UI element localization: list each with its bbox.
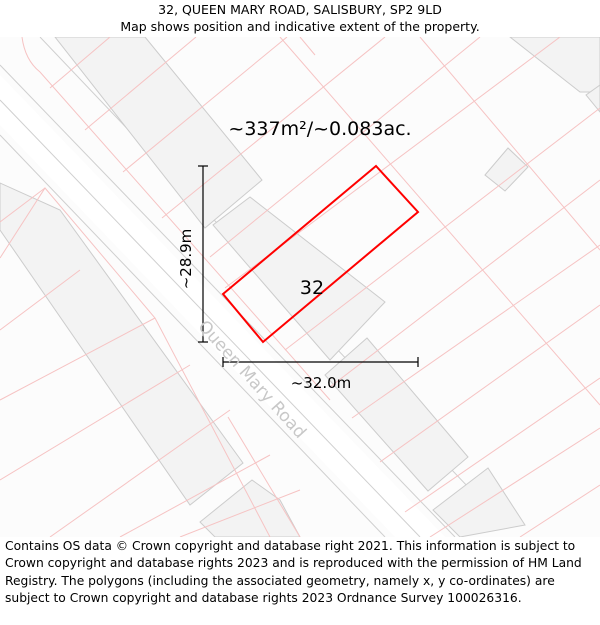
width-measure-bar xyxy=(222,357,419,367)
property-number-label: 32 xyxy=(300,277,324,299)
map-header: 32, QUEEN MARY ROAD, SALISBURY, SP2 9LD … xyxy=(0,0,600,37)
property-boundary[interactable] xyxy=(221,164,420,344)
area-label: ~337m²/~0.083ac. xyxy=(228,118,411,140)
property-address-title: 32, QUEEN MARY ROAD, SALISBURY, SP2 9LD xyxy=(158,2,442,17)
height-measure-bar xyxy=(198,165,208,343)
property-map[interactable]: ~337m²/~0.083ac. 32 ~28.9m ~32.0m Queen … xyxy=(0,37,600,537)
copyright-attribution: Contains OS data © Crown copyright and d… xyxy=(5,539,582,605)
width-measure-label: ~32.0m xyxy=(291,374,352,392)
map-subtitle: Map shows position and indicative extent… xyxy=(120,19,480,34)
buildings xyxy=(0,37,600,537)
road-queen-mary xyxy=(0,37,491,537)
height-measure-label: ~28.9m xyxy=(177,229,195,290)
